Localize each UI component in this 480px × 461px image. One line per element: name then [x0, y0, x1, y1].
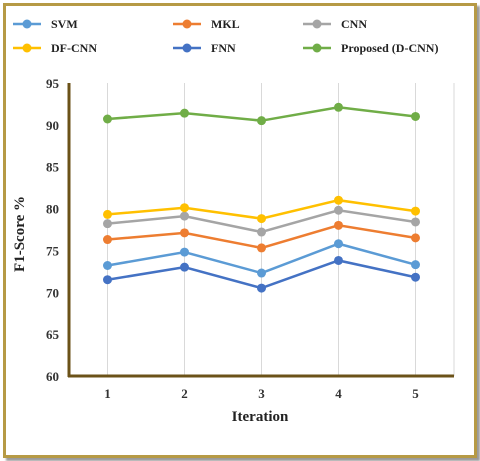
series-proposed-d-cnn	[103, 102, 420, 126]
y-tick-label: 75	[46, 243, 60, 258]
series-group	[103, 102, 420, 293]
legend-item-fnn: FNN	[173, 41, 236, 55]
legend-label: FNN	[211, 41, 236, 55]
y-tick-label: 85	[46, 160, 60, 175]
y-axis-title: F1-Score %	[12, 196, 28, 272]
data-point-svm	[103, 260, 112, 270]
data-point-mkl	[103, 235, 112, 245]
data-point-df-cnn	[411, 206, 420, 216]
x-tick-label: 4	[335, 386, 342, 401]
data-point-df-cnn	[180, 203, 189, 213]
data-point-svm	[257, 268, 266, 278]
legend-swatch-marker	[182, 43, 192, 53]
data-point-proposed-d-cnn	[103, 114, 112, 124]
legend-swatch-marker	[312, 19, 322, 29]
data-point-proposed-d-cnn	[180, 108, 189, 118]
legend-swatch-marker	[312, 43, 322, 53]
legend-label: DF-CNN	[51, 41, 97, 55]
data-point-mkl	[411, 233, 420, 243]
data-point-mkl	[334, 220, 343, 230]
legend-label: Proposed (D-CNN)	[341, 41, 438, 55]
data-point-cnn	[180, 211, 189, 221]
series-svm	[103, 239, 420, 278]
data-point-cnn	[103, 219, 112, 229]
y-tick-labels: 60 65 70 75 80 85 90 95	[46, 76, 60, 384]
x-tick-label: 2	[181, 386, 188, 401]
series-df-cnn	[103, 195, 420, 224]
x-tick-label: 3	[258, 386, 265, 401]
data-point-fnn	[257, 283, 266, 293]
data-point-proposed-d-cnn	[334, 102, 343, 112]
data-point-mkl	[257, 243, 266, 253]
legend: SVM MKL CNN DF-CNN FNN Proposed (D-CNN)	[13, 17, 438, 55]
data-point-cnn	[411, 217, 420, 227]
y-tick-label: 90	[46, 118, 59, 133]
data-point-fnn	[334, 255, 343, 265]
data-point-df-cnn	[334, 195, 343, 205]
data-point-proposed-d-cnn	[411, 111, 420, 121]
axes	[67, 83, 454, 378]
y-tick-label: 65	[46, 327, 60, 342]
series-cnn	[103, 205, 420, 237]
x-tick-label: 5	[412, 386, 419, 401]
legend-swatch-marker	[22, 19, 32, 29]
y-tick-label: 70	[46, 285, 59, 300]
data-point-svm	[411, 260, 420, 270]
legend-item-svm: SVM	[13, 17, 78, 31]
legend-item-cnn: CNN	[303, 17, 367, 31]
data-point-fnn	[411, 272, 420, 282]
data-point-fnn	[103, 275, 112, 285]
legend-item-mkl: MKL	[173, 17, 240, 31]
series-fnn	[103, 255, 420, 293]
chart-frame	[3, 3, 477, 458]
data-point-df-cnn	[103, 209, 112, 219]
data-point-df-cnn	[257, 214, 266, 224]
legend-label: SVM	[51, 17, 78, 31]
data-point-cnn	[334, 205, 343, 215]
data-point-mkl	[180, 228, 189, 238]
x-tick-labels: 1 2 3 4 5	[104, 386, 419, 401]
data-point-proposed-d-cnn	[257, 116, 266, 126]
data-point-svm	[180, 247, 189, 257]
data-point-svm	[334, 239, 343, 249]
y-tick-label: 60	[46, 369, 59, 384]
x-tick-label: 1	[104, 386, 111, 401]
legend-label: CNN	[341, 17, 367, 31]
data-point-fnn	[180, 262, 189, 272]
data-point-cnn	[257, 227, 266, 237]
grid-lines	[107, 83, 455, 376]
legend-item-df-cnn: DF-CNN	[13, 41, 97, 55]
legend-item-proposed-d-cnn: Proposed (D-CNN)	[303, 41, 438, 55]
y-tick-label: 95	[46, 76, 60, 91]
legend-swatch-marker	[182, 19, 192, 29]
legend-label: MKL	[211, 17, 240, 31]
legend-swatch-marker	[22, 43, 32, 53]
y-tick-label: 80	[46, 202, 59, 217]
series-mkl	[103, 220, 420, 253]
x-axis-title: Iteration	[232, 409, 289, 425]
